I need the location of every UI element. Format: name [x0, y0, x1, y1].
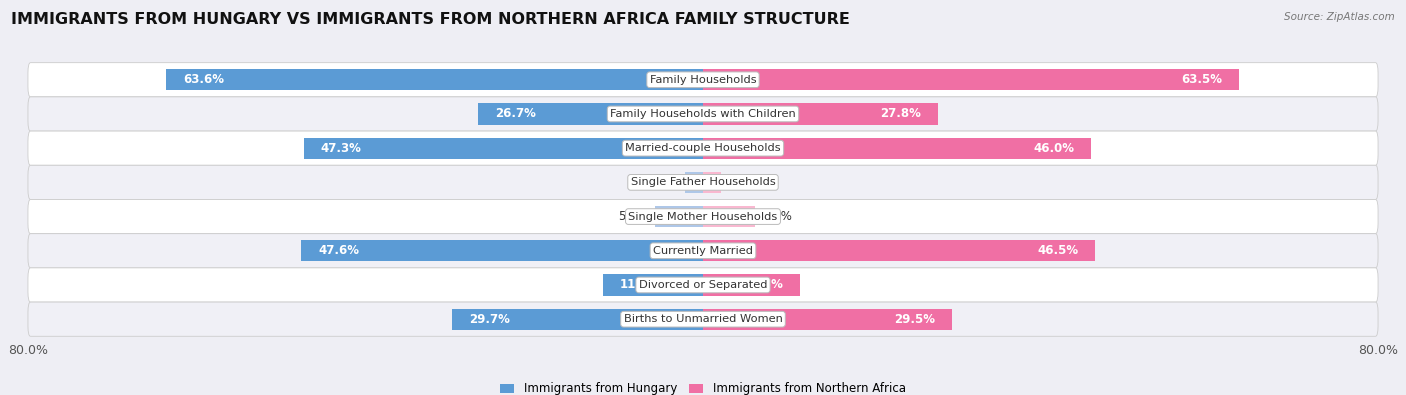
Bar: [703, 103, 938, 124]
Bar: [301, 240, 703, 261]
Text: IMMIGRANTS FROM HUNGARY VS IMMIGRANTS FROM NORTHERN AFRICA FAMILY STRUCTURE: IMMIGRANTS FROM HUNGARY VS IMMIGRANTS FR…: [11, 12, 851, 27]
Bar: [703, 308, 952, 330]
FancyBboxPatch shape: [28, 97, 1378, 131]
Text: 6.2%: 6.2%: [762, 210, 792, 223]
Bar: [703, 69, 1239, 90]
Bar: [304, 137, 703, 159]
FancyBboxPatch shape: [28, 302, 1378, 336]
Bar: [603, 275, 703, 295]
Text: Source: ZipAtlas.com: Source: ZipAtlas.com: [1284, 12, 1395, 22]
Text: Births to Unmarried Women: Births to Unmarried Women: [624, 314, 782, 324]
Bar: [478, 103, 703, 124]
Bar: [703, 240, 1095, 261]
Text: 11.5%: 11.5%: [742, 278, 783, 292]
Text: Currently Married: Currently Married: [652, 246, 754, 256]
Bar: [703, 206, 755, 227]
Text: Married-couple Households: Married-couple Households: [626, 143, 780, 153]
Text: 11.9%: 11.9%: [620, 278, 661, 292]
Bar: [703, 137, 1091, 159]
Text: 63.5%: 63.5%: [1181, 73, 1222, 86]
FancyBboxPatch shape: [28, 131, 1378, 165]
Text: 46.0%: 46.0%: [1033, 142, 1074, 155]
Text: 26.7%: 26.7%: [495, 107, 536, 120]
Text: 63.6%: 63.6%: [183, 73, 225, 86]
Text: Divorced or Separated: Divorced or Separated: [638, 280, 768, 290]
Bar: [703, 275, 800, 295]
Text: 29.5%: 29.5%: [894, 313, 935, 326]
Text: 46.5%: 46.5%: [1038, 244, 1078, 257]
Bar: [166, 69, 703, 90]
Bar: [655, 206, 703, 227]
Text: 27.8%: 27.8%: [880, 107, 921, 120]
Text: Family Households with Children: Family Households with Children: [610, 109, 796, 119]
FancyBboxPatch shape: [28, 199, 1378, 234]
FancyBboxPatch shape: [28, 165, 1378, 199]
Text: 29.7%: 29.7%: [470, 313, 510, 326]
Legend: Immigrants from Hungary, Immigrants from Northern Africa: Immigrants from Hungary, Immigrants from…: [501, 382, 905, 395]
Text: Single Father Households: Single Father Households: [631, 177, 775, 187]
Text: Family Households: Family Households: [650, 75, 756, 85]
Text: 47.6%: 47.6%: [318, 244, 360, 257]
FancyBboxPatch shape: [28, 268, 1378, 302]
Text: Single Mother Households: Single Mother Households: [628, 212, 778, 222]
Text: 2.1%: 2.1%: [727, 176, 758, 189]
Text: 47.3%: 47.3%: [321, 142, 361, 155]
Bar: [703, 172, 721, 193]
Bar: [685, 172, 703, 193]
FancyBboxPatch shape: [28, 234, 1378, 268]
Text: 5.7%: 5.7%: [619, 210, 648, 223]
Bar: [453, 308, 703, 330]
Text: 2.1%: 2.1%: [648, 176, 679, 189]
FancyBboxPatch shape: [28, 63, 1378, 97]
